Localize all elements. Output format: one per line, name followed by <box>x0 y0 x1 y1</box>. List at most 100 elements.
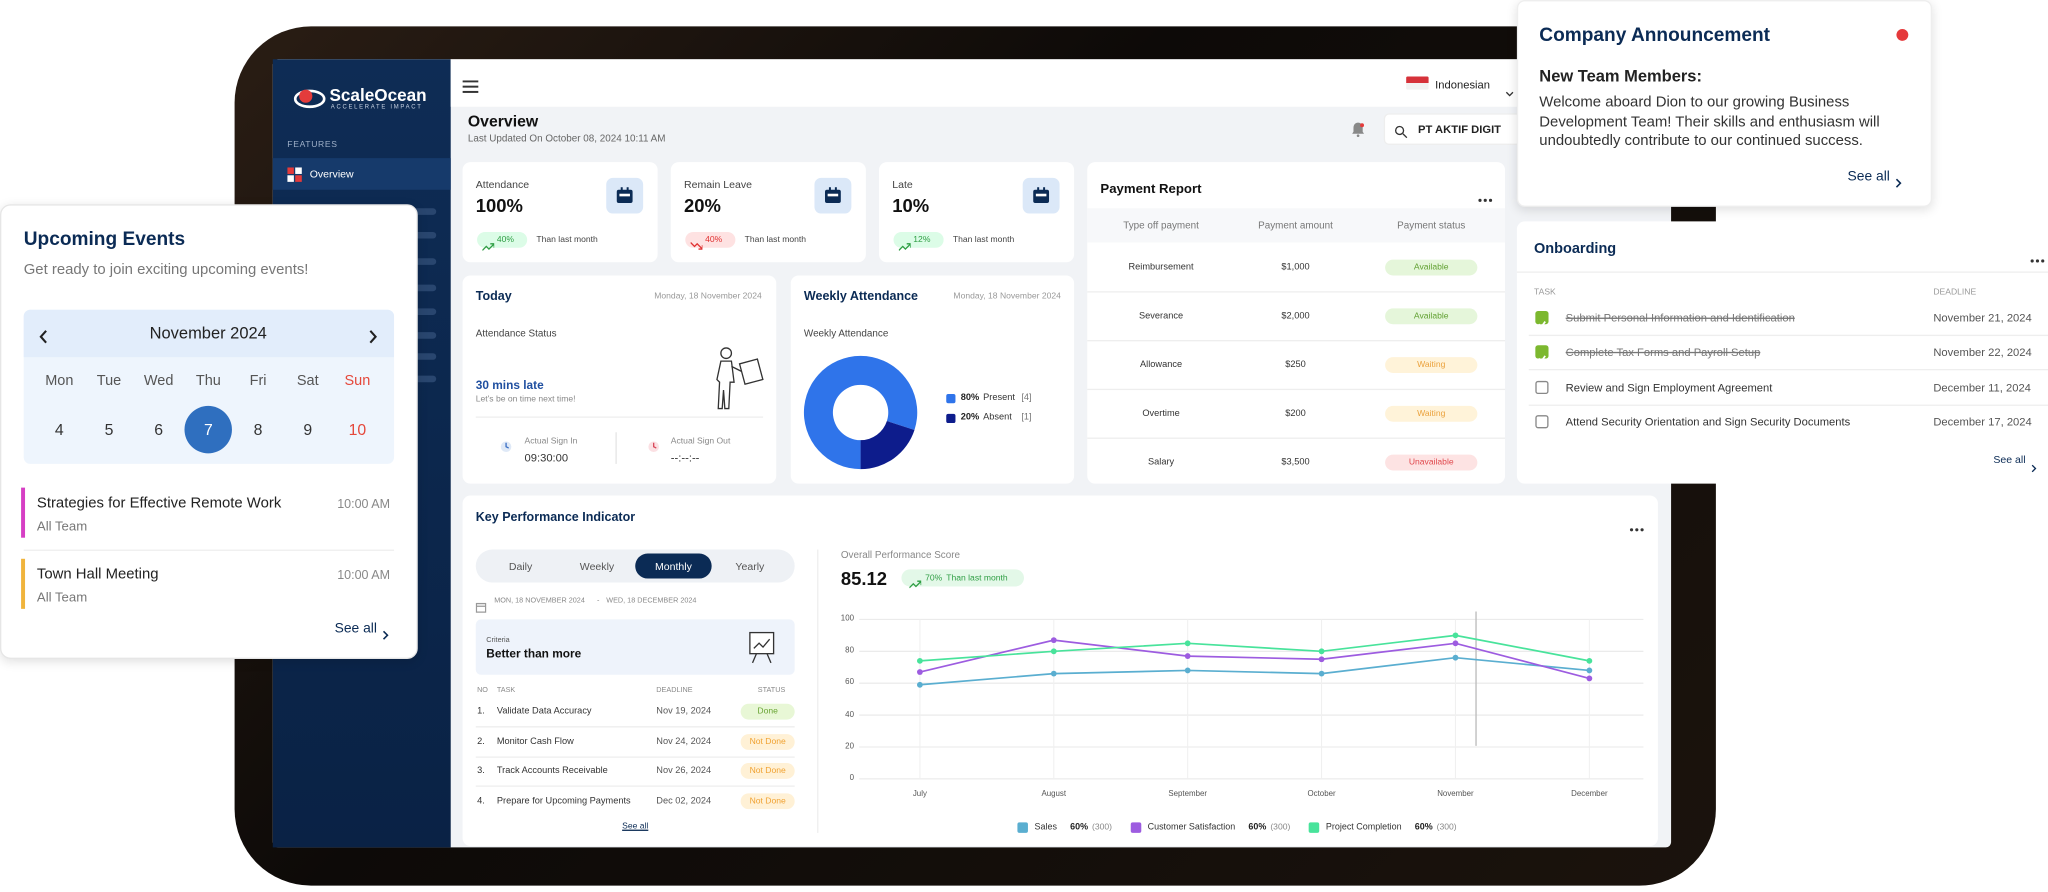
icon-part <box>39 330 47 344</box>
calendar-date[interactable]: 4 <box>54 420 64 439</box>
pie-slice <box>803 355 918 470</box>
weekday: Wed <box>143 372 174 389</box>
payment-type: Reimbursement <box>1128 262 1194 273</box>
card-date: Monday, 18 November 2024 <box>654 291 762 302</box>
icon-part <box>1483 198 1487 202</box>
criteria-box <box>475 619 795 675</box>
status-badge <box>1385 405 1478 422</box>
payment-status: Available <box>1413 311 1449 321</box>
column-header: NO <box>477 686 488 695</box>
x-tick-label: October <box>1307 790 1336 799</box>
calendar-date[interactable]: 5 <box>104 420 114 439</box>
change-value: 40% <box>496 235 514 245</box>
checkbox[interactable] <box>1535 380 1549 394</box>
checkbox[interactable] <box>1535 345 1549 359</box>
menu-item[interactable]: Overview <box>309 168 354 180</box>
menu-placeholder <box>401 284 437 292</box>
icon-part <box>626 187 629 192</box>
y-tick-label: 60 <box>845 679 854 688</box>
icon-part <box>619 193 630 197</box>
legend-label: Customer Satisfaction <box>1147 823 1236 833</box>
stat-value: 10% <box>892 195 930 217</box>
menu-placeholder <box>401 231 437 239</box>
icon-part <box>1352 122 1365 138</box>
column-header: Payment status <box>1397 219 1466 232</box>
data-point <box>1452 654 1459 661</box>
event-team: All Team <box>36 519 88 535</box>
date-separator: - <box>597 597 600 605</box>
task-deadline: December 17, 2024 <box>1933 415 2032 429</box>
row-divider <box>1528 404 2048 406</box>
column-header: DEADLINE <box>1933 287 1977 298</box>
trend-icon <box>481 235 495 251</box>
icon-part <box>295 167 302 174</box>
icon-part <box>827 193 839 197</box>
event-title[interactable]: Town Hall Meeting <box>36 566 159 583</box>
icon-part <box>1394 125 1408 139</box>
icon-part <box>500 441 512 453</box>
icon-part <box>1478 198 1493 202</box>
tab[interactable]: Weekly <box>579 560 615 573</box>
card-title: Upcoming Events <box>23 229 186 251</box>
stat-label: Attendance <box>475 178 530 191</box>
calendar-date[interactable]: 6 <box>154 420 164 439</box>
icon-part <box>2030 259 2045 263</box>
see-all-link[interactable]: See all <box>622 821 649 831</box>
payment-status: Waiting <box>1417 360 1446 370</box>
calendar-date[interactable]: 10 <box>348 420 367 439</box>
payment-status: Available <box>1413 262 1449 273</box>
legend-label: Project Completion <box>1325 823 1402 833</box>
status-label: Attendance Status <box>475 327 557 340</box>
data-point <box>1318 656 1325 663</box>
data-point <box>916 657 923 664</box>
icon-part <box>1033 189 1050 203</box>
stat-label: Remain Leave <box>683 178 752 191</box>
calendar-date[interactable]: 8 <box>253 420 263 439</box>
calendar-date[interactable]: 7 <box>203 420 213 439</box>
see-all-link[interactable]: See all <box>334 620 377 637</box>
language-select[interactable]: Indonesian <box>1435 77 1490 91</box>
icon-part <box>1538 355 1546 363</box>
task-name: Complete Tax Forms and Payroll Setup <box>1565 345 1761 359</box>
row-divider <box>1087 388 1506 391</box>
task-status: Not Done <box>749 736 786 747</box>
icon-part <box>720 347 733 360</box>
legend-count: (300) <box>1270 823 1291 833</box>
task-no: 1. <box>477 707 485 717</box>
see-all-link[interactable]: See all <box>1993 454 2026 466</box>
status-badge <box>1385 454 1478 471</box>
checkbox[interactable] <box>1535 415 1549 429</box>
stat-icon <box>615 187 633 204</box>
data-point <box>1452 632 1459 639</box>
announcement-card <box>1516 0 1933 207</box>
tab[interactable]: Yearly <box>735 560 765 573</box>
row-divider <box>475 726 795 728</box>
icon-part <box>1037 187 1040 192</box>
task-name: Prepare for Upcoming Payments <box>496 796 631 807</box>
tab[interactable]: Daily <box>508 560 533 573</box>
payment-amount: $3,500 <box>1281 457 1310 468</box>
weekday: Thu <box>195 372 221 389</box>
table-header-bg <box>1087 208 1506 243</box>
checkbox[interactable] <box>1535 311 1549 325</box>
icon-part <box>295 175 302 182</box>
tab[interactable]: Monthly <box>654 560 692 573</box>
icon-part <box>1629 528 1634 532</box>
legend-count: (300) <box>1092 823 1113 833</box>
icon-part <box>828 187 831 192</box>
icon-part <box>2035 259 2040 263</box>
criteria-label: Criteria <box>486 636 510 645</box>
status-badge <box>1385 308 1478 325</box>
task-no: 3. <box>477 766 485 777</box>
calendar-date[interactable]: 9 <box>303 420 313 439</box>
more-button <box>1629 515 1645 532</box>
event-time: 10:00 AM <box>337 497 391 512</box>
event-title[interactable]: Strategies for Effective Remote Work <box>36 495 282 512</box>
task-status: Not Done <box>749 766 786 777</box>
task-name: Validate Data Accuracy <box>496 707 592 717</box>
row-divider <box>1087 291 1506 293</box>
menu-active-bg <box>272 158 451 190</box>
see-all-link[interactable]: See all <box>1847 168 1890 185</box>
icon-part <box>620 187 623 192</box>
payment-type: Allowance <box>1140 360 1183 370</box>
